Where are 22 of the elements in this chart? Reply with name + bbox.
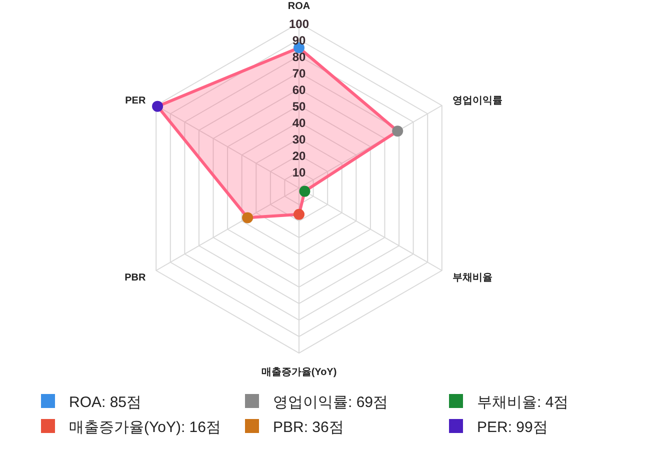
legend-item: PER: 99점 — [449, 419, 548, 436]
legend-item: PBR: 36점 — [245, 419, 344, 436]
spoke-label: PBR — [124, 272, 146, 284]
legend-item: ROA: 85점 — [41, 394, 142, 411]
y-tick-label: 50 — [292, 100, 306, 114]
legend-item: 매출증가율(YoY): 16점 — [41, 419, 221, 436]
y-tick-label: 70 — [292, 66, 306, 80]
legend-item: 부채비율: 4점 — [449, 394, 569, 411]
y-tick-label: 90 — [292, 34, 306, 48]
y-tick-label: 10 — [292, 166, 306, 180]
spoke-label: PER — [125, 96, 146, 106]
legend-item: 영업이익률: 69점 — [245, 394, 388, 411]
spoke-label: 부채비율 — [452, 272, 492, 284]
spoke-label: 영업이익률 — [452, 96, 502, 106]
y-tick-label: 20 — [292, 149, 306, 163]
spoke-label: ROA — [288, 1, 310, 12]
y-tick-label: 30 — [292, 132, 306, 146]
y-tick-label: 60 — [292, 83, 306, 97]
spoke-label: 매출증가율(YoY) — [261, 367, 337, 378]
y-tick-label: 80 — [292, 50, 306, 64]
y-tick-label: 40 — [292, 116, 306, 130]
y-tick-label: 100 — [288, 17, 310, 31]
